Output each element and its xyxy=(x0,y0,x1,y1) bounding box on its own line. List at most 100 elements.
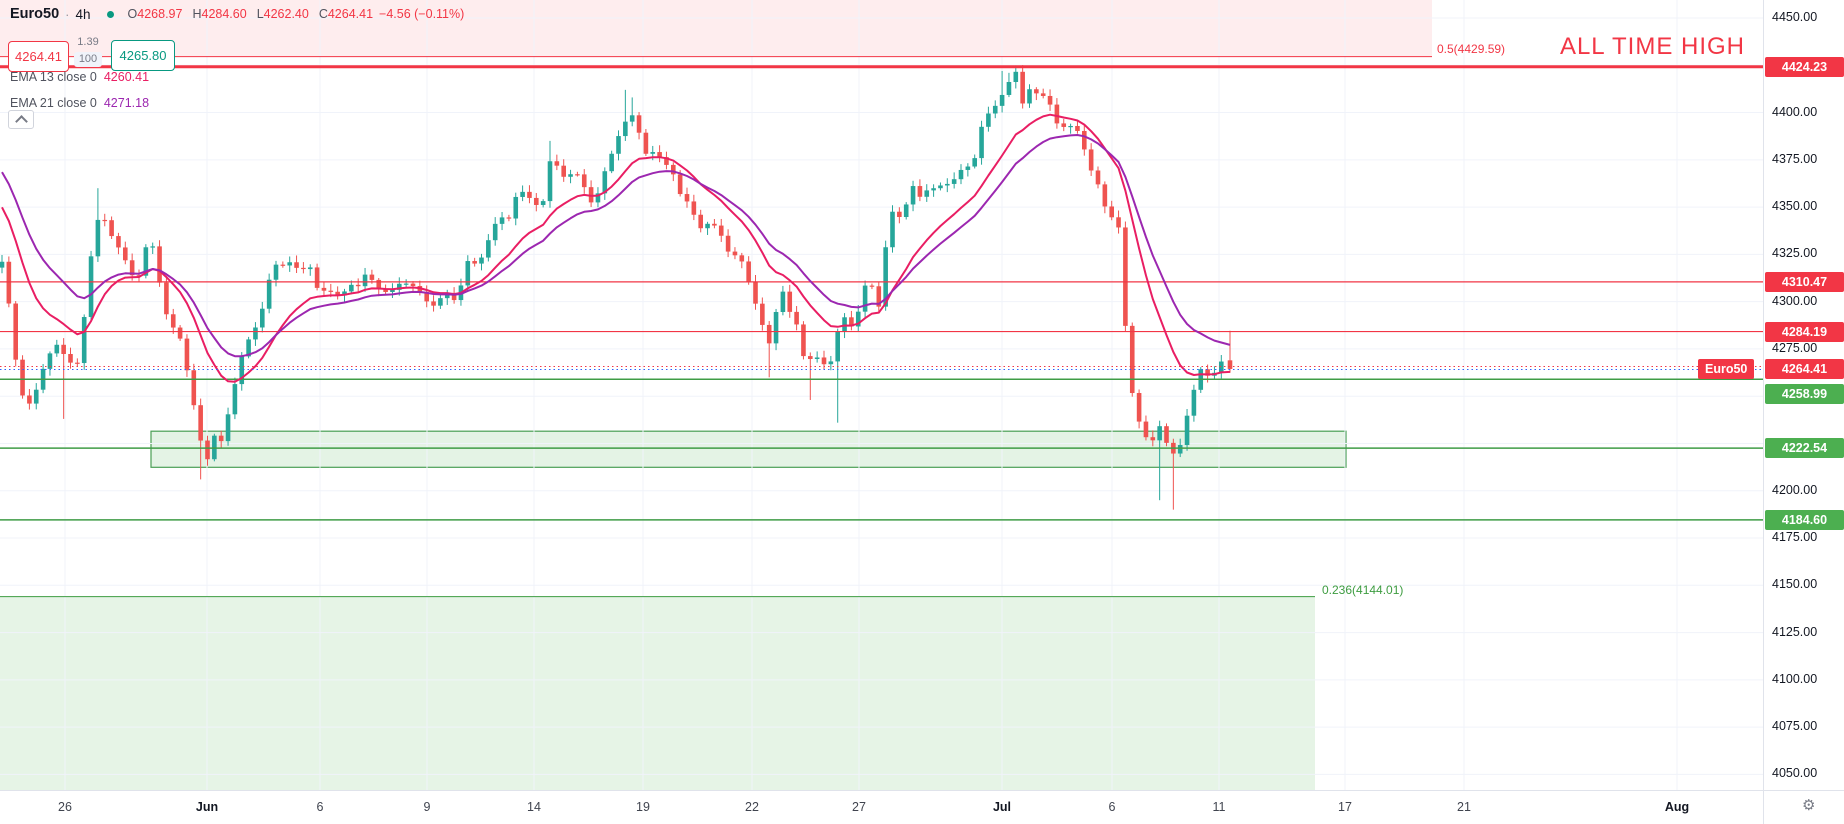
candle xyxy=(1061,123,1067,127)
all-time-high-annotation[interactable]: ALL TIME HIGH xyxy=(1559,33,1745,60)
candle xyxy=(218,435,224,442)
candle xyxy=(1123,227,1128,326)
candle xyxy=(650,152,656,154)
candle xyxy=(205,440,210,460)
candle xyxy=(732,251,738,256)
candle xyxy=(664,157,669,165)
price-level-badge: 4258.99 xyxy=(1765,384,1844,404)
candle xyxy=(1150,437,1156,441)
candle xyxy=(253,327,258,340)
candle xyxy=(129,260,135,276)
candle xyxy=(1013,71,1019,82)
time-axis-label: 6 xyxy=(316,800,324,814)
candle xyxy=(362,274,368,287)
candle xyxy=(534,197,539,205)
candle xyxy=(342,291,347,296)
candle xyxy=(554,161,560,166)
candle xyxy=(609,153,614,172)
price-chart-canvas[interactable] xyxy=(0,0,1763,790)
candle xyxy=(897,211,902,218)
candle xyxy=(170,314,176,328)
candle xyxy=(287,262,292,266)
candle xyxy=(910,186,916,205)
candle xyxy=(33,389,39,404)
candle xyxy=(979,126,984,159)
candle xyxy=(116,236,121,248)
time-axis-label: Jun xyxy=(195,800,219,814)
candle xyxy=(705,223,710,229)
candle xyxy=(766,324,772,344)
ohlc-values: O4268.97 H4284.60 L4262.40 C4264.41 xyxy=(128,7,374,21)
fib-0236-label[interactable]: 0.236(4144.01) xyxy=(1322,583,1404,597)
candle xyxy=(369,274,375,280)
legend-separator: · xyxy=(65,6,70,22)
candle xyxy=(999,94,1005,106)
time-axis[interactable]: 26 Jun 6 9 14 19 22 27 Jul 6 11 17 21 Aug xyxy=(0,790,1844,824)
candle xyxy=(424,292,429,302)
candle xyxy=(355,284,361,287)
candle xyxy=(513,196,519,219)
position-quantity[interactable]: 100 xyxy=(74,52,102,67)
candle xyxy=(1082,130,1087,150)
candle xyxy=(561,165,566,177)
settings-gear-icon[interactable]: ⚙ xyxy=(1802,797,1816,814)
ema13-line[interactable] xyxy=(1,113,1231,383)
candle xyxy=(225,414,231,442)
candle xyxy=(438,298,443,306)
candle xyxy=(1095,170,1101,185)
position-entry-box[interactable]: 4264.41 xyxy=(8,41,69,72)
interval-label[interactable]: 4h xyxy=(75,6,91,22)
price-axis-label: 4125.00 xyxy=(1772,624,1818,639)
candle xyxy=(273,264,279,280)
candle xyxy=(1075,125,1080,131)
time-axis-label: 26 xyxy=(58,800,72,814)
candle xyxy=(869,285,875,287)
candle xyxy=(760,303,765,325)
fib-05-label[interactable]: 0.5(4429.59) xyxy=(1437,42,1506,56)
candle xyxy=(575,174,580,176)
candle xyxy=(1054,104,1060,124)
position-risk-ratio: 1.39 xyxy=(77,36,99,48)
indicator-row-ema13[interactable]: EMA 13 close 0 4260.41 xyxy=(10,69,150,84)
price-axis[interactable]: 4450.00 4400.00 4375.00 4350.00 4325.00 4300.… xyxy=(1763,0,1844,790)
candle xyxy=(855,311,861,327)
price-axis-label: 4325.00 xyxy=(1772,246,1818,261)
candle xyxy=(616,136,621,154)
candle xyxy=(643,132,649,154)
candle xyxy=(1227,360,1233,369)
support-zone-box[interactable] xyxy=(150,430,1347,468)
candle xyxy=(746,261,751,282)
symbol-price-tag: Euro50 xyxy=(1698,359,1755,379)
candle xyxy=(191,370,197,406)
candle xyxy=(102,219,108,222)
candle xyxy=(671,164,676,175)
candle xyxy=(568,174,573,177)
ema21-line[interactable] xyxy=(1,134,1231,358)
indicator-row-ema21[interactable]: EMA 21 close 0 4271.18 xyxy=(10,95,150,110)
time-axis-label: 14 xyxy=(527,800,541,814)
time-axis-label: 19 xyxy=(636,800,650,814)
candle xyxy=(486,240,491,258)
collapse-legend-button[interactable] xyxy=(8,110,34,129)
candle xyxy=(349,284,354,292)
candle xyxy=(712,223,717,226)
candle xyxy=(376,279,382,290)
candle xyxy=(123,247,128,261)
price-level-badge: 4264.41 xyxy=(1765,358,1844,379)
candle xyxy=(1109,206,1114,218)
candle xyxy=(849,317,854,327)
position-target-box[interactable]: 4265.80 xyxy=(111,40,175,71)
candle xyxy=(81,317,87,364)
candle xyxy=(1040,93,1046,96)
candle xyxy=(883,247,888,307)
candle xyxy=(95,219,101,257)
candle xyxy=(1027,89,1032,104)
chevron-up-icon xyxy=(14,115,28,128)
candle xyxy=(1136,393,1142,422)
candle xyxy=(88,256,94,318)
candle xyxy=(1034,89,1039,94)
candle xyxy=(677,174,683,195)
ohlc-c: C4264.41 xyxy=(318,7,374,21)
price-axis-label: 4300.00 xyxy=(1772,293,1818,308)
symbol-name[interactable]: Euro50 xyxy=(10,6,60,22)
